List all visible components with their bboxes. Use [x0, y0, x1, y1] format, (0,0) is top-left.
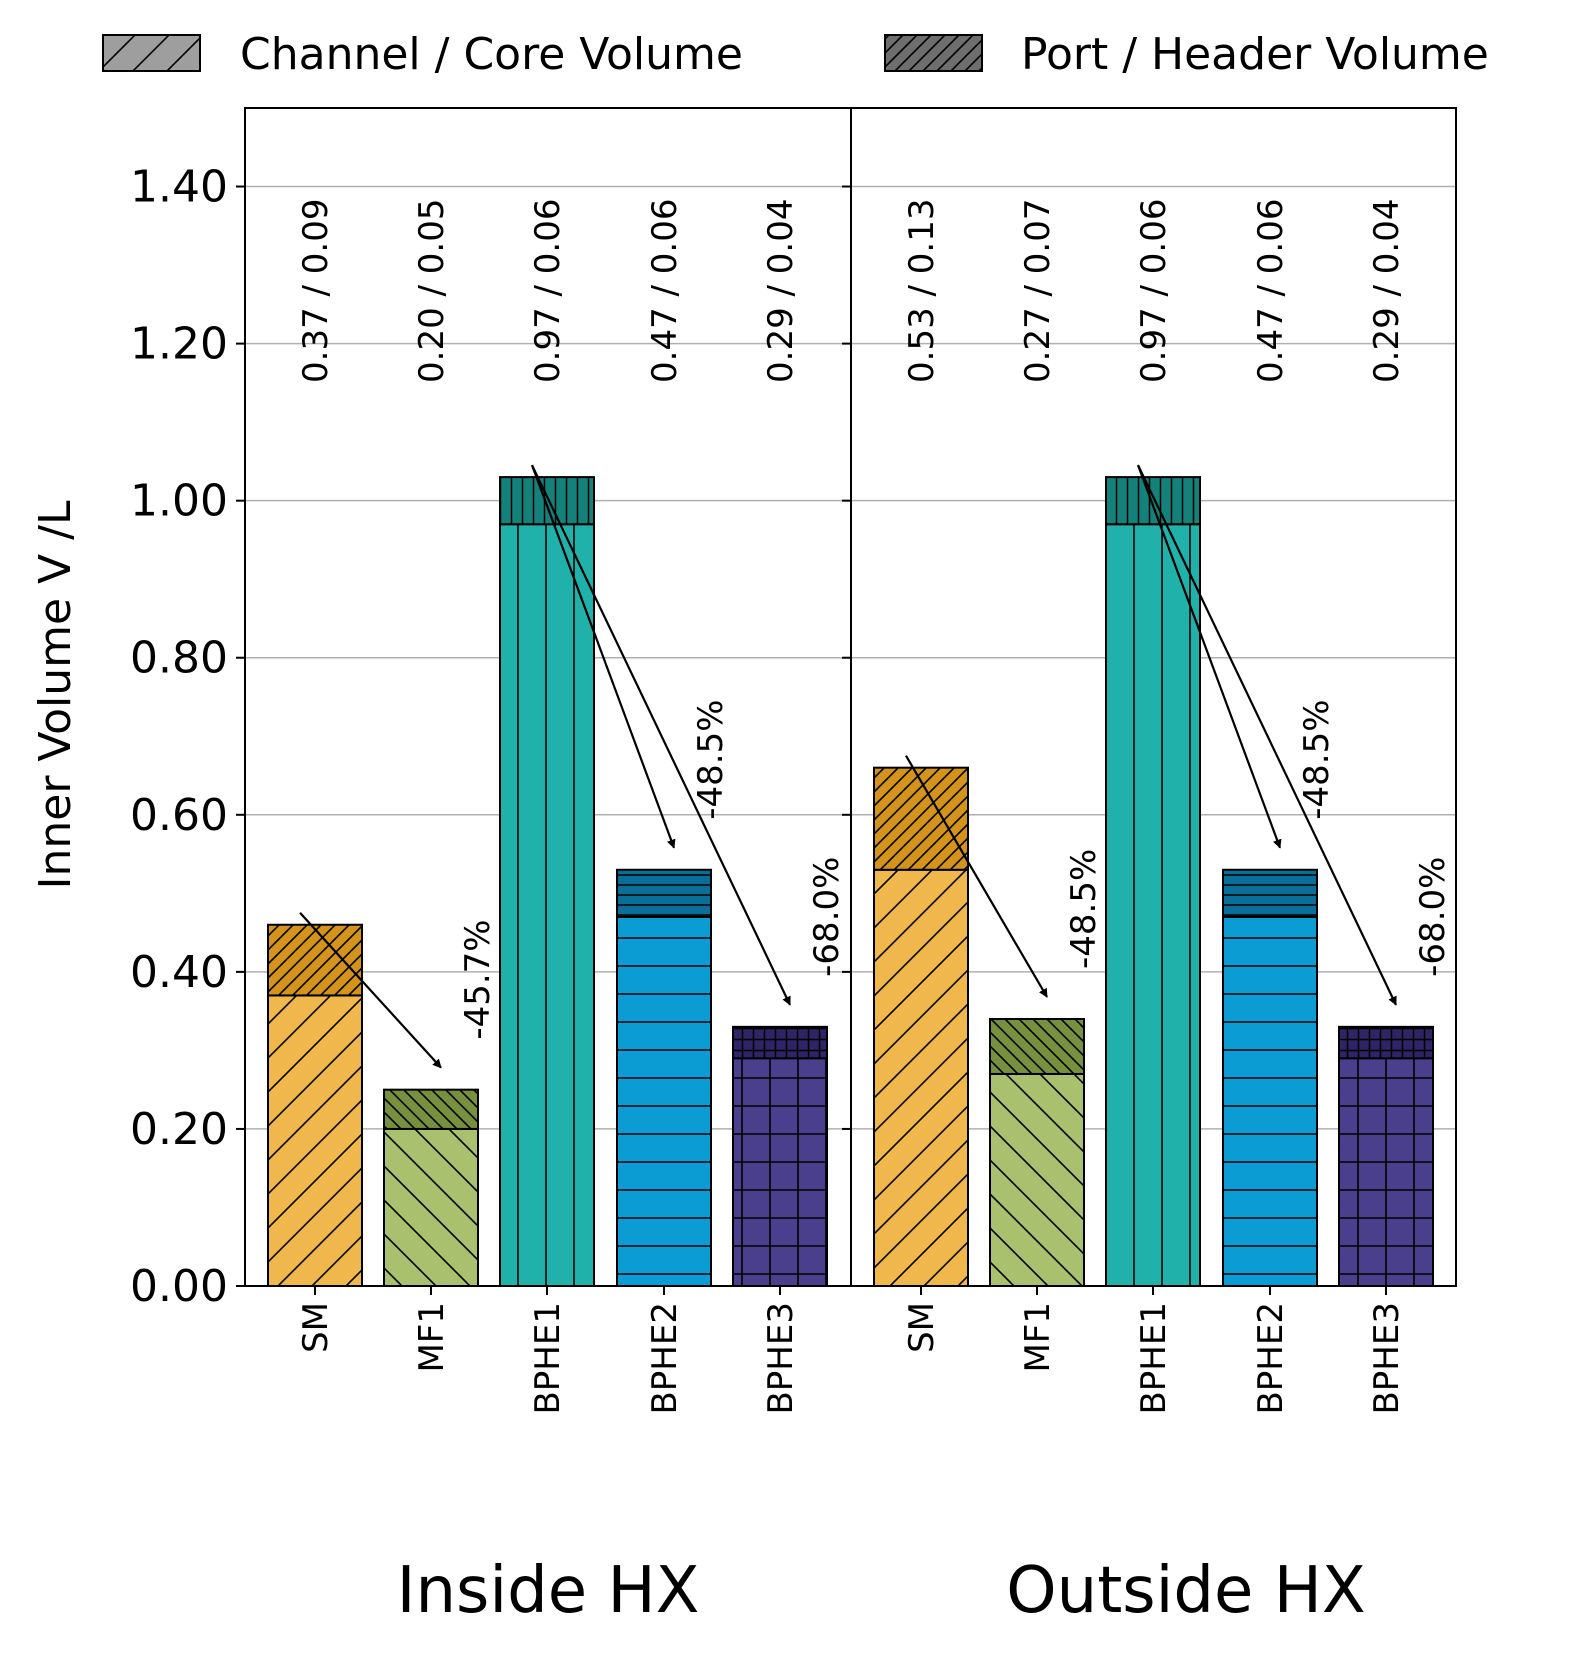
value-label: 0.97 / 0.06: [528, 199, 568, 383]
bar-core-hatch-mf1: [383, 1127, 479, 1288]
bar-header-hatch-bphe2: [616, 868, 712, 918]
value-label: 0.29 / 0.04: [761, 199, 801, 383]
x-tick-label: BPHE2: [1251, 1302, 1291, 1415]
value-label: 0.37 / 0.09: [296, 199, 336, 383]
bar-core-hatch-bphe2: [616, 915, 712, 1287]
bar-core-hatch-bphe1: [499, 523, 595, 1287]
bar-core-hatch-bphe3: [732, 1057, 828, 1287]
x-tick-label: SM: [296, 1302, 336, 1353]
x-tick-label: BPHE3: [761, 1302, 801, 1415]
y-axis-label: Inner Volume V /L: [30, 500, 81, 889]
annotation-arrow: [1137, 464, 1397, 1006]
bar-header-hatch-bphe3: [732, 1025, 828, 1060]
bar-header-hatch-bphe1: [499, 476, 595, 526]
x-axis-ticks: SM MF1 BPHE1 BPHE2 BPHE3 SM MF1 BPHE1 BPHE2 BPHE3: [296, 1286, 1407, 1415]
y-tick-label: 1.20: [130, 319, 228, 370]
value-label: 0.53 / 0.13: [902, 199, 942, 383]
value-label: 0.47 / 0.06: [1251, 199, 1291, 383]
annotation-label: -48.5%: [1297, 699, 1337, 819]
bar-core-hatch-bphe1: [1105, 523, 1201, 1287]
annotations: -45.7% -48.5% -68.0% -48.5% -48.5% -68.0%: [299, 464, 1453, 1069]
x-tick-label: BPHE1: [1134, 1302, 1174, 1415]
annotation-arrow: [531, 464, 791, 1006]
annotation-label: -68.0%: [807, 857, 847, 977]
x-tick-label: BPHE2: [645, 1302, 685, 1415]
value-label: 0.20 / 0.05: [412, 199, 452, 383]
panel-title-outside: Outside HX: [1006, 1554, 1365, 1628]
y-tick-label: 1.40: [130, 162, 228, 213]
y-axis-ticks: 0.00 0.20 0.40 0.60 0.80 1.00 1.20 1.40: [130, 162, 851, 1312]
legend-label-core: Channel / Core Volume: [240, 29, 743, 80]
bar-core-hatch-bphe3: [1338, 1057, 1434, 1287]
value-label: 0.29 / 0.04: [1367, 199, 1407, 383]
bar-header-hatch-mf1: [383, 1088, 479, 1130]
value-label: 0.27 / 0.07: [1018, 199, 1058, 383]
value-label: 0.47 / 0.06: [645, 199, 685, 383]
legend-swatch-header-hatch: [884, 34, 983, 72]
panel-title-inside: Inside HX: [397, 1554, 700, 1628]
x-tick-label: BPHE1: [528, 1302, 568, 1415]
legend-swatch-core-hatch: [102, 34, 201, 72]
annotation-label: -48.5%: [1064, 849, 1104, 969]
y-tick-label: 0.40: [130, 947, 228, 998]
x-tick-label: SM: [902, 1302, 942, 1353]
bars: [267, 476, 1434, 1288]
bar-core-hatch-sm: [267, 994, 363, 1288]
bar-core-hatch-mf1: [989, 1072, 1085, 1287]
bar-header-hatch-mf1: [989, 1017, 1085, 1075]
x-tick-label: BPHE3: [1367, 1302, 1407, 1415]
value-label: 0.97 / 0.06: [1134, 199, 1174, 383]
annotation-label: -48.5%: [691, 699, 731, 819]
annotation-label: -68.0%: [1413, 857, 1453, 977]
y-tick-label: 0.00: [130, 1261, 228, 1312]
bar-core-hatch-bphe2: [1222, 915, 1318, 1287]
legend-label-header: Port / Header Volume: [1021, 29, 1489, 80]
legend: Channel / Core Volume Port / Header Volu…: [102, 29, 1489, 80]
annotation-arrow: [530, 464, 676, 849]
x-tick-label: MF1: [412, 1302, 452, 1373]
annotation-label: -45.7%: [458, 919, 498, 1039]
annotation-arrow: [1136, 464, 1282, 849]
bar-header-hatch-sm: [873, 766, 969, 871]
x-tick-label: MF1: [1018, 1302, 1058, 1373]
y-tick-label: 0.80: [130, 633, 228, 684]
bar-header-hatch-bphe3: [1338, 1025, 1434, 1060]
y-tick-label: 1.00: [130, 476, 228, 527]
bar-header-hatch-sm: [267, 923, 363, 997]
annotation-arrow: [299, 912, 442, 1069]
bar-header-hatch-bphe2: [1222, 868, 1318, 918]
value-labels: 0.37 / 0.09 0.20 / 0.05 0.97 / 0.06 0.47 / …: [296, 199, 1407, 383]
bar-core-hatch-sm: [873, 868, 969, 1287]
y-tick-label: 0.60: [130, 790, 228, 841]
y-tick-label: 0.20: [130, 1104, 228, 1155]
bar-header-hatch-bphe1: [1105, 476, 1201, 526]
annotation-arrow: [905, 755, 1048, 998]
